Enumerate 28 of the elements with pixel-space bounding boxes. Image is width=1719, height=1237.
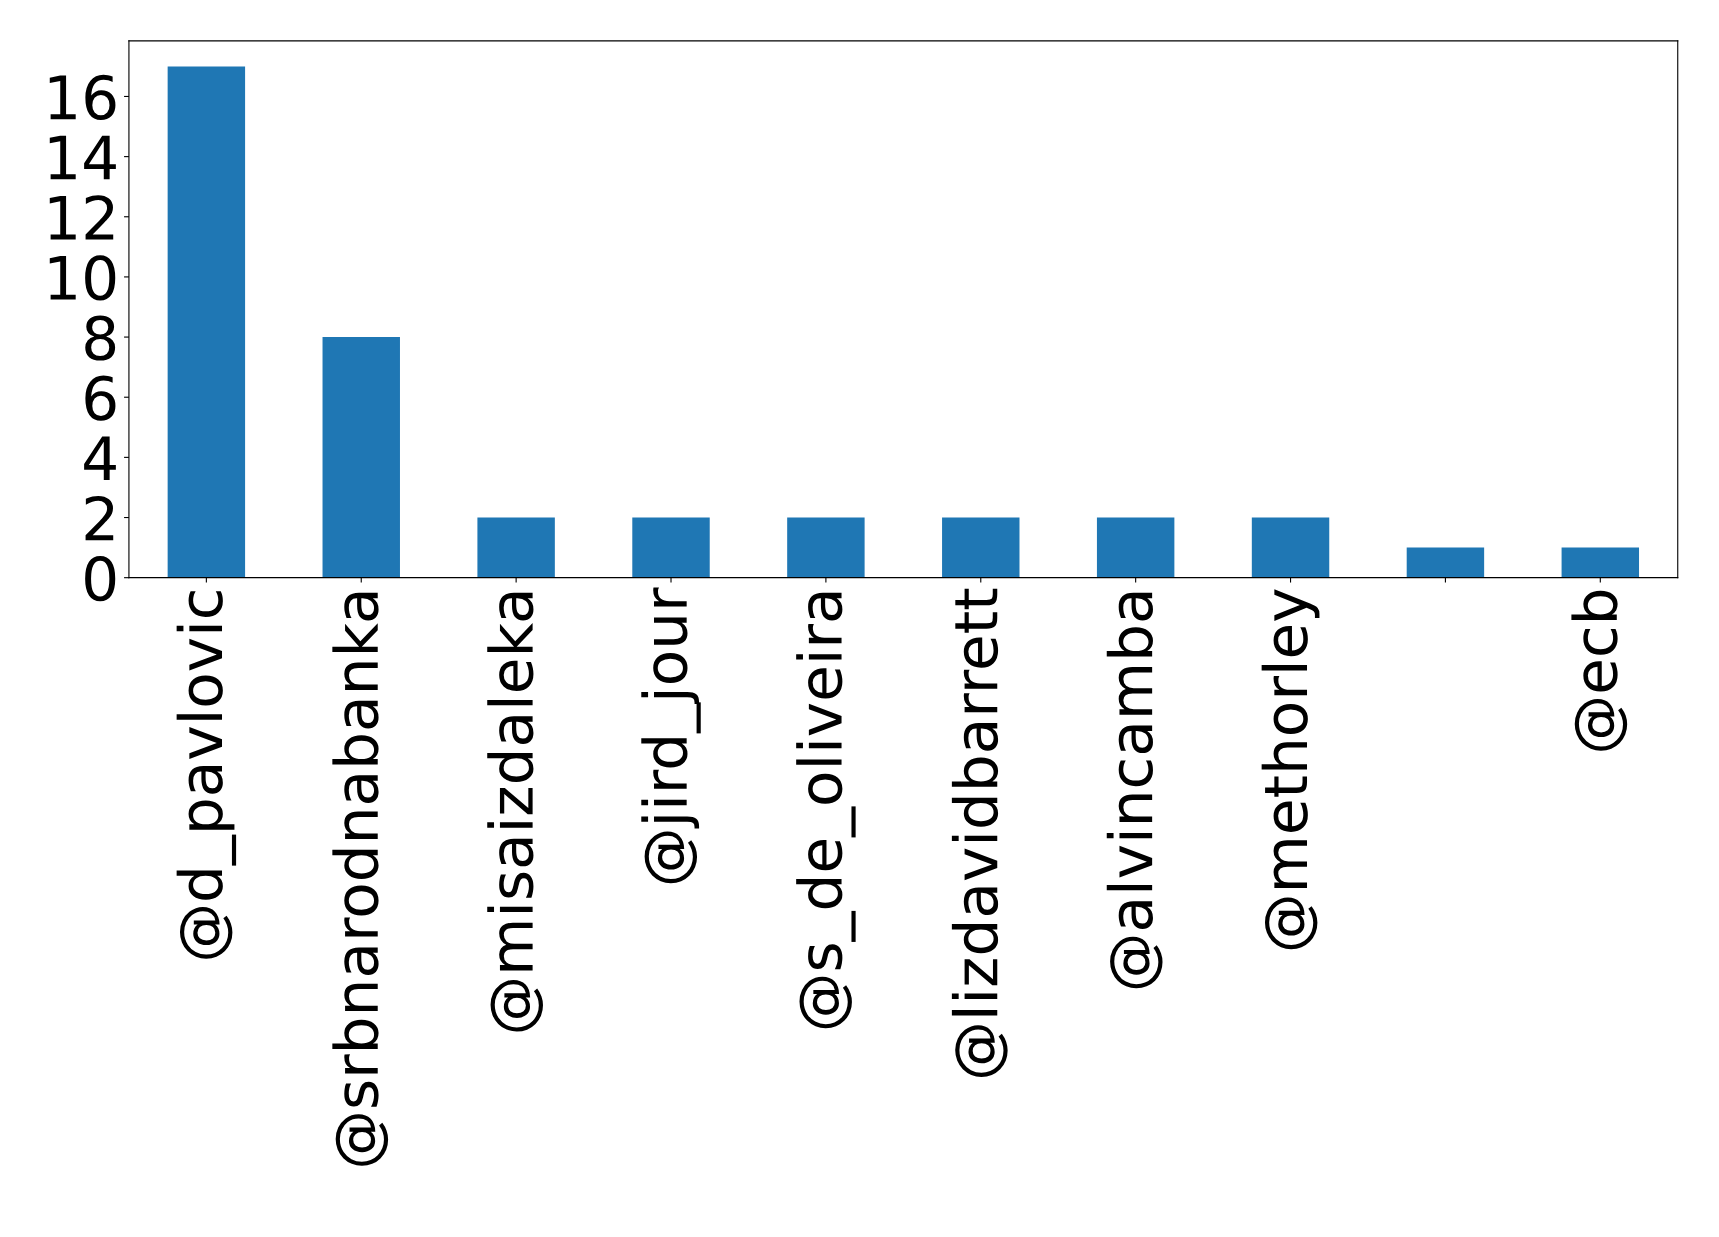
bar bbox=[322, 337, 400, 578]
x-tick-label: @s_de_oliveira bbox=[796, 592, 856, 1029]
y-tick-label: 8 bbox=[85, 315, 116, 361]
x-tick-label: @misaizdaleka bbox=[487, 592, 543, 1032]
y-tick-label: 10 bbox=[49, 255, 116, 301]
bar bbox=[787, 517, 865, 578]
x-tick-label: @methorley bbox=[1261, 589, 1320, 950]
x-tick-label: @d_pavlovic bbox=[176, 591, 237, 959]
y-tick-label: 6 bbox=[85, 375, 116, 421]
y-tick-label: 4 bbox=[84, 436, 116, 481]
bar bbox=[167, 66, 246, 578]
y-tick-label: 0 bbox=[85, 556, 116, 602]
x-tick-label: @ecb bbox=[1571, 590, 1628, 751]
bar bbox=[477, 517, 555, 578]
x-tick-label: @alvincamba bbox=[1106, 592, 1163, 989]
bar bbox=[942, 517, 1020, 578]
bar bbox=[1096, 517, 1175, 578]
bar bbox=[1251, 517, 1330, 578]
y-tick-label: 12 bbox=[49, 195, 114, 240]
x-tick-label: @jird_jour bbox=[641, 587, 701, 884]
x-tick-label: @srbnarodnabanka bbox=[332, 592, 389, 1166]
bar bbox=[1561, 547, 1640, 578]
y-tick-label: 16 bbox=[49, 74, 116, 120]
y-tick-label: 2 bbox=[85, 495, 114, 541]
bar bbox=[632, 517, 710, 578]
bar bbox=[1406, 547, 1485, 578]
x-tick-label: @lizdavidbarrett bbox=[951, 588, 1008, 1077]
y-tick-label: 14 bbox=[49, 135, 116, 180]
